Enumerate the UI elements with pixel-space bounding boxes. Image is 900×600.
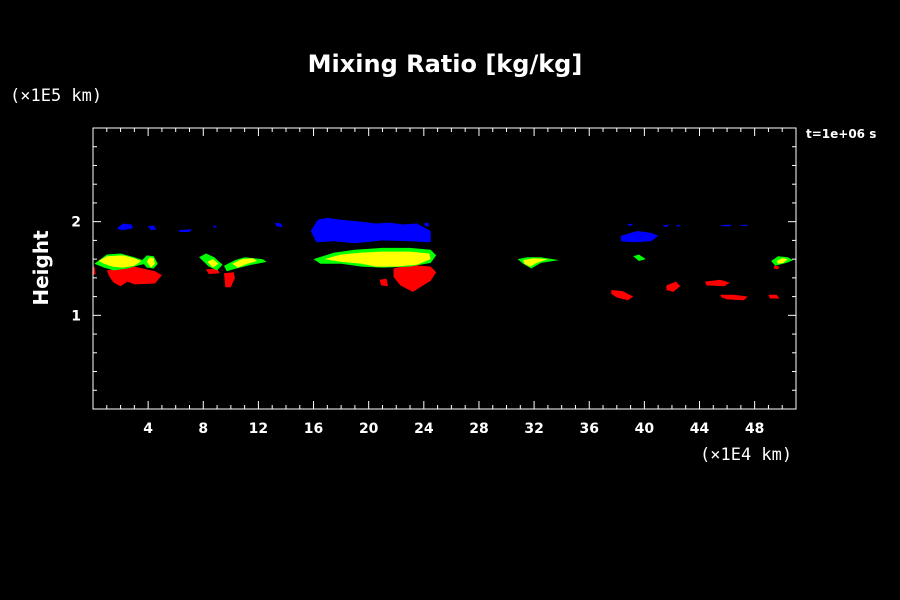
- y-tick-labels: 12: [71, 215, 81, 325]
- y-tick-label: 1: [71, 308, 81, 324]
- contour-region: [178, 229, 193, 232]
- contour-region: [93, 266, 96, 275]
- contour-region: [423, 222, 430, 227]
- contour-region: [666, 281, 681, 292]
- y-tick-label: 2: [71, 215, 81, 231]
- axes: [92, 127, 797, 410]
- time-label: t=1e+06 s: [806, 127, 876, 141]
- contour-region: [224, 272, 235, 288]
- contour-region: [776, 258, 788, 264]
- contour-region: [662, 224, 670, 228]
- contour-region: [148, 225, 157, 231]
- plot-frame: [92, 127, 797, 410]
- contour-region: [212, 225, 218, 229]
- y-unit-label: (×1E5 km): [10, 86, 102, 106]
- contour-region: [232, 258, 257, 268]
- contour-region: [106, 266, 162, 287]
- contour-region: [207, 259, 219, 268]
- contour-region: [117, 223, 133, 231]
- contour-region: [393, 264, 437, 292]
- contour-region: [705, 279, 730, 287]
- contour-region: [275, 222, 284, 228]
- x-tick-label: 24: [414, 421, 434, 437]
- contour-region: [146, 257, 155, 268]
- contour-region: [523, 258, 548, 267]
- x-tick-label: 16: [304, 421, 323, 437]
- contour-region: [773, 265, 780, 270]
- contour-regions: [93, 217, 794, 301]
- chart-title: Mixing Ratio [kg/kg]: [308, 50, 583, 78]
- x-tick-label: 48: [745, 421, 764, 437]
- x-tick-label: 12: [249, 421, 268, 437]
- contour-region: [611, 290, 634, 301]
- x-tick-label: 40: [635, 421, 655, 437]
- x-unit-label: (×1E4 km): [700, 445, 792, 465]
- contour-region: [620, 231, 659, 243]
- x-tick-label: 4: [143, 421, 153, 437]
- contour-region: [720, 294, 748, 301]
- contour-region: [633, 254, 646, 261]
- contour-region: [626, 223, 634, 227]
- x-tick-label: 32: [524, 421, 543, 437]
- contour-region: [310, 217, 431, 244]
- contour-region: [720, 224, 732, 227]
- contour-region: [98, 255, 142, 268]
- x-tick-label: 28: [469, 421, 488, 437]
- contour-region: [738, 224, 748, 227]
- x-tick-label: 20: [359, 421, 379, 437]
- y-axis-label: Height: [29, 230, 53, 306]
- contour-region: [768, 294, 780, 299]
- contour-region: [324, 251, 431, 267]
- contour-region: [676, 224, 681, 228]
- x-tick-label: 8: [198, 421, 208, 437]
- x-tick-labels: 4 8 12 16 20 24 28 32 36 40 44 48: [143, 421, 764, 437]
- x-tick-label: 44: [690, 421, 710, 437]
- x-tick-label: 36: [579, 421, 598, 437]
- contour-region: [379, 278, 388, 287]
